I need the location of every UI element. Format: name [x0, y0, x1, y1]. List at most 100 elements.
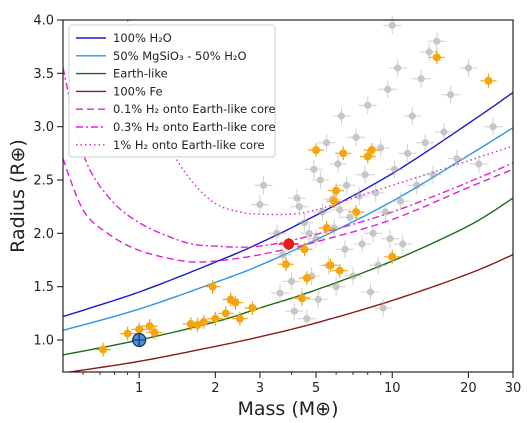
grey-point [328, 155, 347, 173]
grey-point [459, 59, 478, 77]
legend: 100% H₂O 50% MgSiO₃ - 50% H₂O Earth-like 10… [68, 24, 276, 158]
grey-point [366, 183, 385, 202]
grey-point [335, 240, 354, 259]
grey-point [347, 128, 366, 147]
orange-point [195, 314, 212, 329]
orange-point [207, 311, 224, 326]
legend-entry: 0.3% H₂ onto Earth-like core [76, 120, 276, 134]
legend-entry: 50% MgSiO₃ - 50% H₂O [76, 49, 247, 63]
grey-point [420, 43, 439, 61]
legend-entry: 0.1% H₂ onto Earth-like core [76, 102, 276, 116]
grey-point [403, 107, 422, 125]
red-planet-point [278, 238, 299, 250]
grey-point [393, 235, 412, 253]
y-tick-label: 1.0 [33, 334, 54, 349]
x-tick-label: 5 [312, 381, 320, 396]
legend-label: Earth-like [113, 67, 168, 81]
curve-4 [65, 254, 513, 372]
grey-point [337, 176, 356, 195]
y-tick-label: 2.5 [33, 174, 54, 189]
x-tick-label: 30 [505, 381, 522, 396]
legend-label: 50% MgSiO₃ - 50% H₂O [113, 49, 247, 63]
grey-point [383, 16, 402, 35]
x-tick-label: 1 [135, 381, 143, 396]
orange-point [204, 279, 221, 294]
y-tick-label: 4.0 [33, 14, 54, 29]
grey-point [369, 256, 388, 275]
special-points [132, 238, 299, 348]
legend-box [68, 24, 276, 158]
curve-6 [63, 67, 513, 248]
grey-point [297, 309, 316, 328]
orange-point [294, 291, 311, 306]
grey-point [361, 283, 380, 301]
grey-point [355, 165, 374, 184]
orange-point [95, 342, 112, 357]
orange-point [231, 311, 248, 326]
grey-point [273, 245, 292, 264]
x-tick-label: 20 [460, 381, 477, 396]
legend-entry: 100% H₂O [76, 31, 172, 45]
orange-point [428, 50, 445, 65]
orange-point [331, 263, 348, 278]
grey-point [381, 229, 400, 248]
orange-point [384, 249, 401, 264]
orange-point [328, 183, 345, 198]
grey-point [376, 203, 395, 221]
grey-point [317, 133, 336, 152]
grey-point [385, 160, 404, 179]
grey-point [364, 224, 383, 243]
x-tick-label: 10 [384, 381, 401, 396]
orange-point [363, 143, 380, 158]
highlighted-planets [95, 50, 497, 357]
grey-point [290, 197, 309, 216]
y-tick-label: 2.0 [33, 227, 54, 242]
orange-point [277, 257, 294, 272]
grey-point [416, 133, 435, 152]
legend-label: 1% H₂ onto Earth-like core [113, 138, 265, 152]
x-tick-label: 2 [211, 381, 219, 396]
grey-point [358, 96, 377, 115]
grey-point [344, 267, 363, 285]
orange-point [326, 194, 343, 209]
grey-point [412, 69, 431, 88]
orange-point [322, 258, 339, 273]
grey-point [295, 213, 314, 232]
y-tick-label: 1.5 [33, 280, 54, 295]
literature-planets [250, 16, 502, 328]
orange-point [480, 73, 497, 88]
legend-label: 100% H₂O [113, 31, 172, 45]
grey-point [309, 290, 328, 309]
grey-point [353, 235, 372, 253]
y-axis-title: Radius (R⊕) [7, 139, 29, 253]
curve-3 [63, 197, 513, 356]
orange-point [348, 205, 365, 219]
grey-point [254, 176, 273, 195]
grey-point [287, 189, 306, 208]
curve-1 [63, 91, 513, 318]
plot-frame [62, 19, 514, 373]
grey-point [250, 195, 269, 214]
grey-point [441, 85, 460, 104]
grey-point [469, 155, 488, 173]
grey-point [378, 80, 397, 99]
grey-point [350, 187, 369, 205]
grey-point [327, 277, 346, 296]
orange-point [146, 325, 163, 340]
legend-entry: Earth-like [76, 67, 168, 81]
grey-point [285, 302, 304, 321]
grey-point [398, 144, 417, 163]
grey-point [391, 192, 410, 211]
y-tick-label: 3.5 [33, 67, 54, 82]
legend-label: 0.3% H₂ onto Earth-like core [113, 120, 276, 134]
grey-point [330, 200, 349, 219]
y-axis-ticks: 1.0 1.5 2.0 2.5 3.0 3.5 4.0 [33, 14, 63, 349]
legend-label: 100% Fe [113, 84, 163, 98]
orange-point [318, 221, 335, 235]
x-axis-ticks: 1 2 3 5 10 20 30 [82, 372, 522, 396]
grey-point [407, 176, 426, 195]
grey-point [282, 272, 301, 291]
legend-entry: 1% H₂ onto Earth-like core [76, 138, 265, 152]
x-axis-title: Mass (M⊕) [237, 398, 338, 420]
